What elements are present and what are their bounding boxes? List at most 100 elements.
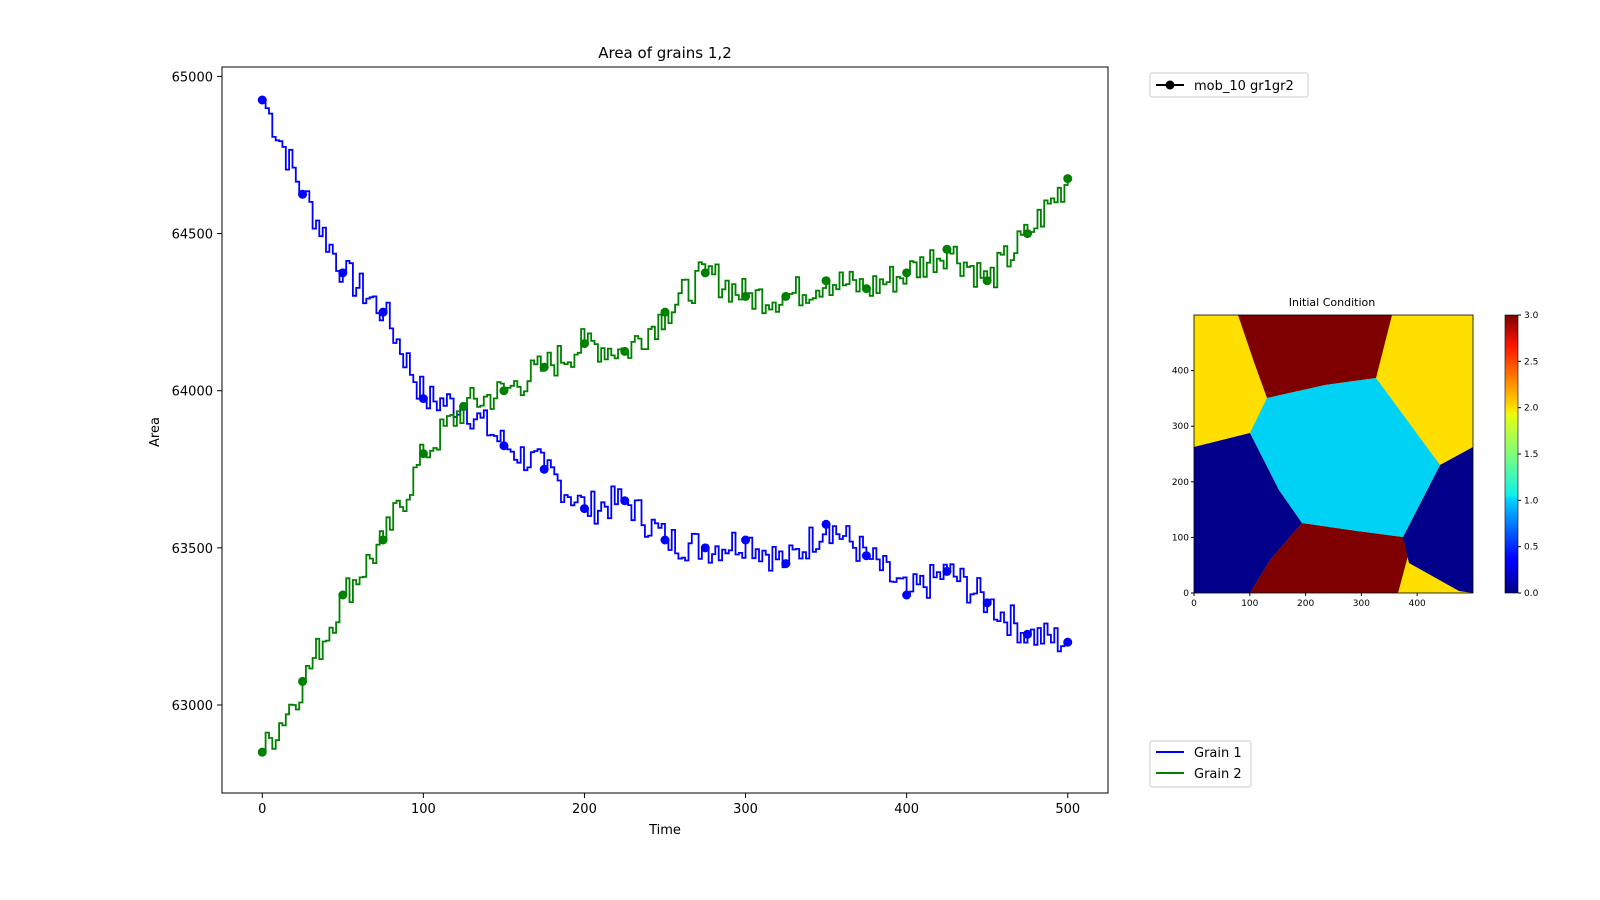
heatmap-y-ticks: 0 100 200 300 400 xyxy=(1172,367,1194,599)
colorbar: 0.0 0.5 1.0 1.5 2.0 2.5 3.0 xyxy=(1504,311,1539,599)
data-point-grain-2 xyxy=(700,268,710,278)
legend-marker-dot xyxy=(1165,80,1175,90)
heatmap-frame xyxy=(1193,314,1474,594)
colorbar-tick-label: 3.0 xyxy=(1524,311,1539,321)
x-tick-label: 100 xyxy=(411,802,436,817)
heatmap-x-tick-label: 300 xyxy=(1353,599,1370,609)
data-point-grain-2 xyxy=(741,291,751,301)
heatmap-y-tick-label: 400 xyxy=(1172,367,1189,377)
legend-grain-2-label: Grain 2 xyxy=(1194,767,1242,782)
region-bottom-red xyxy=(1250,523,1409,593)
heatmap-title: Initial Condition xyxy=(1289,296,1375,309)
series-lines xyxy=(262,99,1069,753)
data-point-grain-2 xyxy=(579,339,589,349)
y-tick-label: 65000 xyxy=(172,70,213,85)
data-point-grain-2 xyxy=(1022,229,1032,239)
x-axis-ticks: 0 100 200 300 400 500 xyxy=(258,793,1080,817)
heatmap-x-tick-label: 400 xyxy=(1409,599,1426,609)
region-right-navy xyxy=(1403,447,1473,593)
data-point-grain-1 xyxy=(861,551,871,561)
heatmap-x-tick-label: 100 xyxy=(1241,599,1258,609)
data-point-grain-1 xyxy=(1022,629,1032,639)
series-line-2 xyxy=(262,178,1069,753)
region-top-red xyxy=(1238,315,1392,398)
colorbar-tick-label: 1.5 xyxy=(1524,450,1538,460)
colorbar-ticks: 0.0 0.5 1.0 1.5 2.0 2.5 3.0 xyxy=(1518,311,1539,599)
data-point-grain-1 xyxy=(298,189,308,199)
x-tick-label: 300 xyxy=(733,802,758,817)
heatmap-y-tick-label: 100 xyxy=(1172,533,1189,543)
colorbar-tick-label: 0.0 xyxy=(1524,589,1539,599)
y-tick-label: 64500 xyxy=(172,228,213,243)
colorbar-gradient xyxy=(1504,314,1519,594)
heatmap-x-tick-label: 200 xyxy=(1297,599,1314,609)
region-center-cyan xyxy=(1250,378,1440,537)
data-point-grain-2 xyxy=(821,276,831,286)
chart-title: Area of grains 1,2 xyxy=(598,44,732,62)
data-point-grain-1 xyxy=(620,496,630,506)
data-point-grain-1 xyxy=(378,307,388,317)
heatmap-x-ticks: 0 100 200 300 400 xyxy=(1191,593,1426,609)
data-point-grain-1 xyxy=(539,464,549,474)
data-point-grain-2 xyxy=(338,590,348,600)
heatmap-x-tick-label: 0 xyxy=(1191,599,1197,609)
y-axis-label: Area xyxy=(148,417,163,447)
data-point-grain-2 xyxy=(942,244,952,254)
data-point-grain-1 xyxy=(781,559,791,569)
main-chart: Area of grains 1,2 0 100 200 300 400 500 6300… xyxy=(148,44,1109,838)
y-axis-ticks: 63000 63500 64000 64500 65000 xyxy=(172,70,222,714)
data-point-grain-2 xyxy=(257,747,267,757)
data-point-grain-2 xyxy=(982,276,992,286)
data-point-grain-1 xyxy=(942,566,952,576)
data-point-grain-1 xyxy=(257,95,267,105)
data-point-grain-1 xyxy=(579,504,589,514)
data-point-grain-1 xyxy=(741,535,751,545)
data-point-grain-1 xyxy=(338,268,348,278)
y-tick-label: 63000 xyxy=(172,699,213,714)
x-axis-label: Time xyxy=(648,823,681,838)
data-point-grain-1 xyxy=(660,535,670,545)
data-point-grain-2 xyxy=(781,291,791,301)
x-tick-label: 0 xyxy=(258,802,266,817)
colorbar-tick-label: 0.5 xyxy=(1524,543,1538,553)
data-point-grain-2 xyxy=(499,386,509,396)
heatmap-y-tick-label: 0 xyxy=(1183,589,1189,599)
legend-marker-label: mob_10 gr1gr2 xyxy=(1194,79,1294,94)
y-tick-label: 64000 xyxy=(172,385,213,400)
data-point-grain-2 xyxy=(861,284,871,294)
colorbar-tick-label: 1.0 xyxy=(1524,496,1539,506)
data-point-grain-1 xyxy=(700,543,710,553)
data-point-grain-2 xyxy=(1063,174,1073,184)
heatmap-y-tick-label: 200 xyxy=(1172,478,1189,488)
data-point-grain-1 xyxy=(902,590,912,600)
data-point-grain-2 xyxy=(459,401,469,411)
series-markers xyxy=(257,95,1073,757)
heatmap-image xyxy=(1194,315,1473,593)
plot-area-frame xyxy=(221,66,1109,794)
y-tick-label: 63500 xyxy=(172,542,213,557)
legend-marker-frame xyxy=(1149,72,1309,98)
data-point-grain-2 xyxy=(902,268,912,278)
colorbar-tick-label: 2.0 xyxy=(1524,404,1539,414)
x-tick-label: 400 xyxy=(894,802,919,817)
colorbar-tick-label: 2.5 xyxy=(1524,357,1538,367)
legend-marker: mob_10 gr1gr2 xyxy=(1149,72,1309,98)
x-tick-label: 500 xyxy=(1055,802,1080,817)
heatmap-y-tick-label: 300 xyxy=(1172,422,1189,432)
x-tick-label: 200 xyxy=(572,802,597,817)
initial-condition-heatmap: Initial Condition 0 100 200 300 400 0 100 200 3… xyxy=(1172,296,1474,609)
legend-series: Grain 1 Grain 2 xyxy=(1149,740,1252,788)
data-point-grain-2 xyxy=(660,307,670,317)
data-point-grain-1 xyxy=(821,519,831,529)
data-point-grain-2 xyxy=(620,346,630,356)
data-point-grain-2 xyxy=(378,535,388,545)
data-point-grain-1 xyxy=(1063,637,1073,647)
data-point-grain-2 xyxy=(539,362,549,372)
data-point-grain-2 xyxy=(298,676,308,686)
data-point-grain-1 xyxy=(418,394,428,404)
data-point-grain-1 xyxy=(982,598,992,608)
data-point-grain-1 xyxy=(499,441,509,451)
legend-grain-1-label: Grain 1 xyxy=(1194,746,1242,761)
data-point-grain-2 xyxy=(418,449,428,459)
